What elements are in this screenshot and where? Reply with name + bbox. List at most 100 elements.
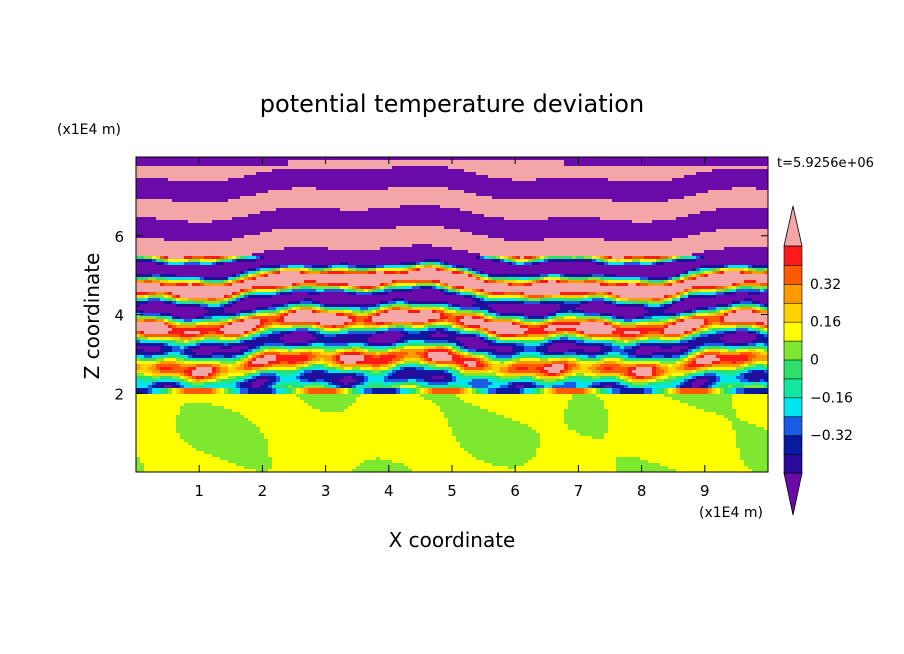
heatmap-cell [252,421,449,425]
heatmap-cell [552,313,557,317]
heatmap-cell [156,364,181,368]
heatmap-cell [612,346,621,350]
heatmap-cell [764,427,768,431]
heatmap-cell [248,268,253,272]
heatmap-cell [156,379,177,383]
heatmap-cell [648,382,657,386]
heatmap-cell [608,313,613,317]
heatmap-cell [584,331,613,335]
heatmap-cell [260,211,473,215]
heatmap-cell [160,370,185,374]
heatmap-cell [196,322,209,326]
heatmap-cell [680,385,685,389]
heatmap-cell [392,460,485,464]
heatmap-cell [472,271,477,275]
heatmap-cell [716,286,725,290]
heatmap-cell [280,382,301,386]
heatmap-cell [532,427,569,431]
heatmap-cell [752,331,757,335]
heatmap-cell [308,340,317,344]
heatmap-cell [492,382,509,386]
heatmap-cell [620,358,625,362]
heatmap-cell [428,352,449,356]
heatmap-cell [356,268,369,272]
heatmap-cell [732,289,737,293]
heatmap-cell [236,319,241,323]
heatmap-cell [264,250,469,254]
heatmap-cell [252,361,269,365]
heatmap-cell [136,184,768,188]
heatmap-cell [152,385,157,389]
heatmap-cell [164,346,173,350]
heatmap-cell [192,355,213,359]
heatmap-cell [360,286,373,290]
heatmap-cell [400,364,409,368]
heatmap-cell [288,385,293,389]
heatmap-cell [364,379,369,383]
heatmap-cell [404,268,409,272]
heatmap-cell [316,334,325,338]
heatmap-cell [440,331,449,335]
heatmap-cell [260,355,265,359]
heatmap-cell [168,355,177,359]
heatmap-cell [600,385,605,389]
heatmap-cell [364,352,377,356]
heatmap-cell [228,256,233,260]
heatmap-cell [464,367,485,371]
heatmap-cell [436,331,441,335]
heatmap-cell [640,277,649,281]
heatmap-cell [640,316,645,320]
heatmap-cell [548,325,613,329]
heatmap-cell [352,313,357,317]
heatmap-cell [592,298,605,302]
heatmap-cell [524,292,561,296]
heatmap-cell [324,370,329,374]
heatmap-cell [536,346,545,350]
heatmap-cell [680,400,733,404]
heatmap-cell [236,385,241,389]
heatmap-cell [456,328,461,332]
heatmap-cell [276,328,289,332]
heatmap-cell [636,349,681,353]
heatmap-cell [144,319,157,323]
heatmap-cell [720,391,725,395]
heatmap-cell [348,382,357,386]
heatmap-cell [280,271,301,275]
heatmap-cell [568,358,577,362]
heatmap-cell [148,292,157,296]
heatmap-cell [164,277,169,281]
heatmap-cell [176,427,261,431]
heatmap-cell [224,298,229,302]
heatmap-cell [228,178,513,182]
heatmap-cell [356,400,433,404]
heatmap-cell [624,319,633,323]
heatmap-cell [136,346,161,350]
heatmap-cell [460,307,481,311]
heatmap-cell [692,346,697,350]
heatmap-cell [360,394,421,398]
heatmap-cell [760,337,768,341]
heatmap-cell [144,298,149,302]
heatmap-cell [676,313,681,317]
heatmap-cell [576,352,589,356]
heatmap-cell [708,349,721,353]
heatmap-cell [468,250,705,254]
heatmap-cell [524,463,617,467]
heatmap-cell [460,364,465,368]
heatmap-cell [716,295,768,299]
heatmap-cell [408,310,421,314]
heatmap-cell [252,286,277,290]
heatmap-cell [576,337,581,341]
heatmap-cell [716,379,721,383]
heatmap-cell [172,376,181,380]
heatmap-cell [612,325,621,329]
heatmap-cell [320,358,325,362]
heatmap-cell [252,352,257,356]
heatmap-cell [392,304,409,308]
heatmap-cell [288,160,565,164]
heatmap-cell [516,334,529,338]
heatmap-cell [136,430,177,434]
heatmap-cell [584,295,589,299]
heatmap-cell [736,328,749,332]
heatmap-cell [416,388,421,392]
